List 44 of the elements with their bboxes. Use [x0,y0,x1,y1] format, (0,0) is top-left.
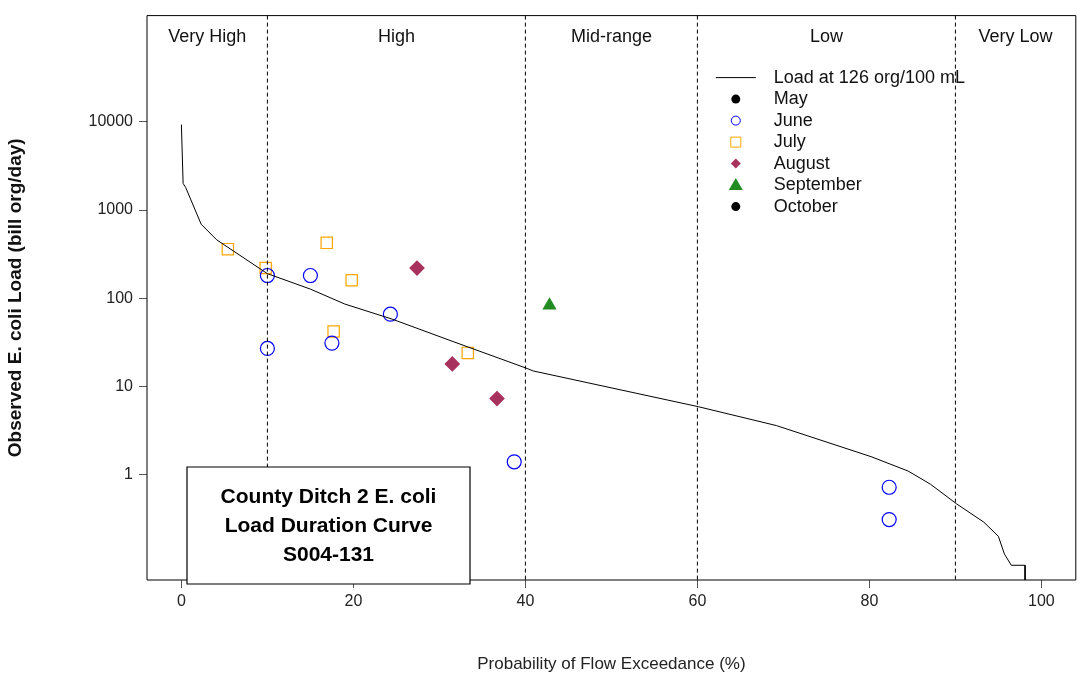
annotation: Low [809,25,844,46]
point [259,261,272,275]
y-tick-label: 10000 [88,112,134,130]
annotation: Very High [168,25,247,46]
legend-label: May [773,88,808,109]
x-tick-label: 0 [176,592,186,610]
y-tick-label: 10 [115,376,134,394]
x-tick-label: 80 [860,592,879,610]
point [444,356,460,372]
legend-label: June [773,109,813,130]
x-axis-title: Probability of Flow Exceedance (%) [477,654,746,674]
point [259,267,275,284]
x-tick-label: 40 [516,592,535,610]
point [221,242,235,256]
x-tick-label: 20 [344,592,363,610]
point [881,479,897,495]
legend-label: October [773,195,838,216]
point [881,511,897,528]
annotation: High [377,25,415,46]
point [461,346,475,360]
y-axis-title: Observed E. coli Load (bill org/day) [3,138,25,458]
legend-label: September [773,174,862,195]
y-tick-label: 100 [106,288,134,306]
point [542,297,557,310]
point [409,260,425,276]
x-tick-label: 60 [688,592,707,610]
x-tick-label: 100 [1028,592,1055,610]
legend-label: July [773,131,806,152]
point [345,273,358,287]
point [302,267,318,284]
point [382,306,398,322]
point [324,335,340,351]
point [489,390,505,407]
point [506,454,522,470]
annotation: Very Low [978,25,1054,46]
point [320,236,333,250]
y-tick-label: 1 [124,465,134,483]
legend-label: August [773,152,830,173]
y-tick-label: 1000 [97,200,134,218]
text: County Ditch 2 E. coli Load Duration Curve S004-131 [220,483,437,565]
point [259,340,275,357]
annotation: Mid-range [570,25,652,46]
point [327,325,340,338]
legend-label: Load at 126 org/100 mL [773,66,965,87]
